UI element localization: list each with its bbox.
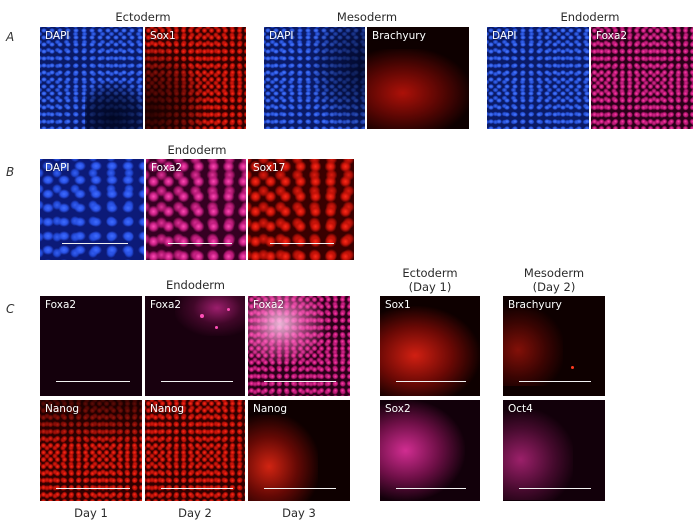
label-brachyury: Brachyury (372, 30, 426, 42)
image-endoderm-foxa2: Foxa2 (591, 27, 693, 129)
label-dapi: DAPI (45, 30, 70, 42)
scale-bar (519, 488, 591, 489)
image-ectoderm-sox1: Sox1 (380, 296, 480, 396)
heading-ectoderm-line2: (Day 1) (408, 280, 452, 294)
label-dapi: DAPI (45, 162, 70, 174)
image-mesoderm-oct4: Oct4 (503, 400, 605, 501)
image-nanog-day2: Nanog (145, 400, 245, 501)
image-mesoderm-brachyury: Brachyury (367, 27, 469, 129)
scale-bar (56, 381, 130, 382)
label-dapi: DAPI (269, 30, 294, 42)
scale-bar (396, 381, 466, 382)
image-b-foxa2: Foxa2 (146, 159, 246, 260)
label-nanog: Nanog (150, 403, 185, 415)
image-foxa2-day2: Foxa2 (145, 296, 245, 396)
scale-bar (62, 243, 128, 244)
scale-bar (264, 381, 336, 382)
heading-ectoderm-day1: Ectoderm (Day 1) (380, 266, 480, 294)
image-foxa2-day1: Foxa2 (40, 296, 142, 396)
scale-bar (264, 488, 336, 489)
heading-mesoderm-day2: Mesoderm (Day 2) (503, 266, 605, 294)
label-sox2: Sox2 (385, 403, 411, 415)
label-day2: Day 2 (178, 506, 212, 520)
heading-mesoderm-line2: (Day 2) (532, 280, 576, 294)
image-endoderm-dapi: DAPI (487, 27, 589, 129)
label-sox1: Sox1 (150, 30, 176, 42)
image-ectoderm-sox1: Sox1 (145, 27, 246, 129)
image-b-dapi: DAPI (40, 159, 144, 260)
label-dapi: DAPI (492, 30, 517, 42)
scale-bar (56, 488, 130, 489)
heading-mesoderm: Mesoderm (336, 10, 398, 24)
image-b-sox17: Sox17 (248, 159, 354, 260)
label-sox1: Sox1 (385, 299, 411, 311)
label-oct4: Oct4 (508, 403, 533, 415)
image-ectoderm-dapi: DAPI (40, 27, 143, 129)
label-foxa2: Foxa2 (253, 299, 285, 311)
label-foxa2: Foxa2 (596, 30, 628, 42)
label-foxa2: Foxa2 (151, 162, 183, 174)
scale-bar (168, 243, 232, 244)
label-day1: Day 1 (74, 506, 108, 520)
heading-endoderm-c: Endoderm (166, 278, 225, 292)
label-day3: Day 3 (282, 506, 316, 520)
heading-endoderm-b: Endoderm (167, 143, 227, 157)
scale-bar (161, 381, 233, 382)
heading-ectoderm: Ectoderm (115, 10, 171, 24)
label-brachyury: Brachyury (508, 299, 562, 311)
label-nanog: Nanog (253, 403, 288, 415)
panel-letter-b: B (6, 165, 15, 179)
label-foxa2: Foxa2 (45, 299, 77, 311)
label-sox17: Sox17 (253, 162, 286, 174)
heading-endoderm: Endoderm (560, 10, 620, 24)
label-nanog: Nanog (45, 403, 80, 415)
image-nanog-day3: Nanog (248, 400, 350, 501)
scale-bar (396, 488, 466, 489)
panel-letter-c: C (6, 302, 15, 316)
image-foxa2-day3: Foxa2 (248, 296, 350, 396)
image-mesoderm-dapi: DAPI (264, 27, 365, 129)
heading-ectoderm-line1: Ectoderm (402, 266, 458, 280)
image-mesoderm-brachyury: Brachyury (503, 296, 605, 396)
label-foxa2: Foxa2 (150, 299, 182, 311)
scale-bar (161, 488, 233, 489)
scale-bar (519, 381, 591, 382)
heading-mesoderm-line1: Mesoderm (523, 266, 585, 280)
panel-letter-a: A (6, 30, 15, 44)
image-ectoderm-sox2: Sox2 (380, 400, 480, 501)
scale-bar (270, 243, 334, 244)
image-nanog-day1: Nanog (40, 400, 142, 501)
